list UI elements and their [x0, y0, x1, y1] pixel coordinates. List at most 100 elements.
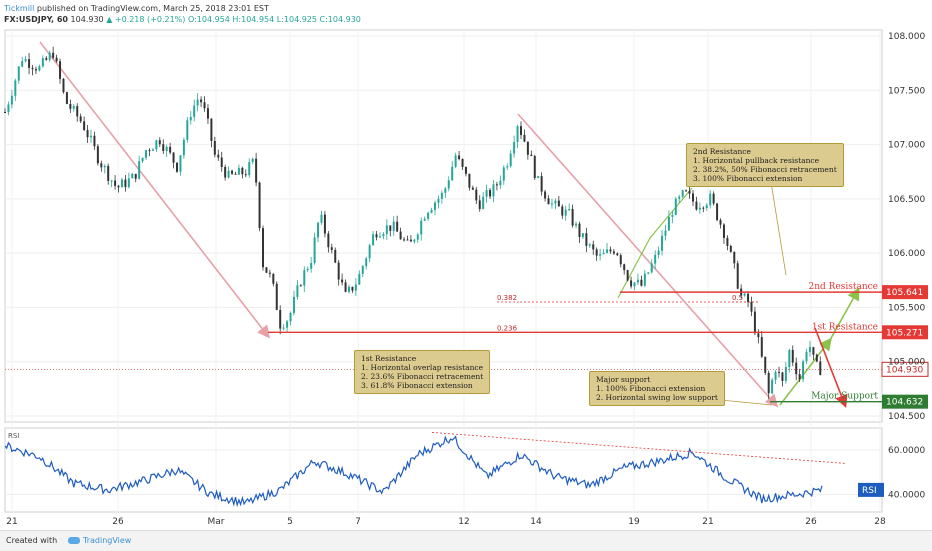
major-support-note: Major support 1. 100% Fibonacci extension… [589, 371, 725, 406]
candle-body [31, 67, 34, 70]
candle-body [784, 367, 787, 381]
candle-body [674, 198, 677, 215]
candle-body [485, 190, 488, 197]
candle-body [781, 372, 784, 381]
candle-body [127, 178, 130, 188]
candle-body [28, 59, 31, 68]
tradingview-label: TradingView [83, 536, 132, 545]
candle-body [7, 104, 10, 113]
current-price-badge [881, 361, 929, 377]
candle-body [736, 263, 739, 289]
candle-body [692, 193, 694, 202]
candle-body [798, 374, 801, 380]
candle-body [444, 188, 447, 193]
note-line: 3. 61.8% Fibonacci extension [361, 381, 473, 390]
candle-body [279, 309, 282, 329]
price-tick: 106.500 [888, 195, 925, 205]
candle-body [571, 209, 574, 226]
candle-body [533, 156, 536, 178]
tradingview-link[interactable]: TradingView [68, 536, 131, 545]
candle-body [361, 266, 364, 274]
note-title: 2nd Resistance [693, 147, 751, 156]
note-line: 2. 38.2%, 50% Fibonacci retracement [693, 165, 837, 174]
level-name: 1st Resistance [812, 322, 878, 332]
price-tick: 107.000 [888, 141, 925, 151]
candle-body [79, 116, 82, 122]
candle-body [420, 220, 423, 235]
level-badge [882, 394, 928, 409]
candle-body [100, 163, 103, 168]
candle-body [808, 347, 811, 352]
publish-text: published on TradingView.com, March 25, … [34, 4, 269, 13]
candle-body [210, 118, 213, 142]
candle-body [454, 155, 457, 167]
candle-body [523, 134, 526, 142]
candle-body [193, 105, 196, 117]
wave-line [617, 187, 693, 299]
candle-body [664, 230, 667, 236]
candle-body [623, 264, 626, 271]
note-line: 3. 100% Fibonacci extension [693, 174, 803, 183]
candle-body [323, 214, 326, 234]
ohlc-values: O:104.954 H:104.954 L:104.925 C:104.930 [187, 15, 361, 24]
rsi-tick: 60.0000 [888, 446, 925, 456]
price-tick: 106.000 [888, 249, 925, 259]
candle-body [554, 200, 557, 204]
candle-body [227, 170, 230, 178]
candle-body [172, 152, 175, 163]
candle-body [602, 252, 605, 255]
rsi-pane [4, 427, 883, 513]
note-line: 2. Horizontal swing low support [596, 393, 718, 402]
candle-body [447, 180, 450, 189]
price-tick: 107.500 [888, 86, 925, 96]
candle-body [327, 233, 330, 248]
footer-bar: Created with TradingView [0, 530, 932, 551]
candle-body [96, 146, 99, 164]
candle-body [685, 190, 688, 192]
time-axis: 21 26 Mar 5 7 12 14 19 21 26 28 [6, 517, 886, 527]
candle-body [14, 80, 17, 96]
candle-body [709, 193, 712, 206]
rsi-panel: RSI 60.0000 40.0000 RSI [4, 432, 925, 508]
candle-body [712, 193, 715, 204]
candle-body [182, 139, 185, 156]
candle-body [155, 140, 158, 150]
second-resistance-note: 2nd Resistance 1. Horizontal pullback res… [686, 143, 844, 187]
candles [4, 46, 822, 399]
symbol-label: FX:USDJPY, 60 [4, 15, 68, 24]
candle-body [626, 270, 629, 281]
level-value: 104.632 [886, 398, 923, 408]
candle-body [292, 296, 295, 313]
candle-body [716, 203, 719, 221]
candle-body [148, 150, 151, 152]
candle-body [544, 191, 547, 199]
level-badge [882, 325, 928, 340]
brand-name[interactable]: Tickmill [4, 4, 35, 13]
candle-body [812, 347, 815, 355]
level-value: 105.641 [886, 288, 923, 298]
candle-body [131, 173, 134, 179]
rsi-tick: 40.0000 [888, 490, 925, 500]
rsi-line [4, 435, 823, 508]
candle-body [282, 327, 285, 329]
candle-body [657, 250, 660, 255]
price-chart[interactable]: 0.382 0.236 0.5 2nd Resistance 105.641 1st R… [0, 0, 932, 530]
candle-body [585, 233, 588, 246]
price-tick: 104.500 [888, 412, 925, 422]
candle-body [72, 106, 75, 109]
candle-body [722, 224, 725, 238]
candle-body [162, 144, 165, 151]
price-value: 104.930 [70, 15, 104, 24]
candle-body [151, 149, 154, 151]
candle-body [537, 176, 540, 178]
candle-body [17, 66, 20, 81]
candle-body [430, 209, 433, 213]
note-line: 2. 23.6% Fibonacci retracement [361, 372, 484, 381]
candle-body [317, 222, 320, 238]
candle-body [733, 251, 736, 264]
candle-body [750, 301, 753, 312]
candle-body [21, 61, 24, 67]
candle-body [616, 253, 619, 256]
candle-body [423, 218, 426, 221]
candle-body [530, 154, 533, 157]
